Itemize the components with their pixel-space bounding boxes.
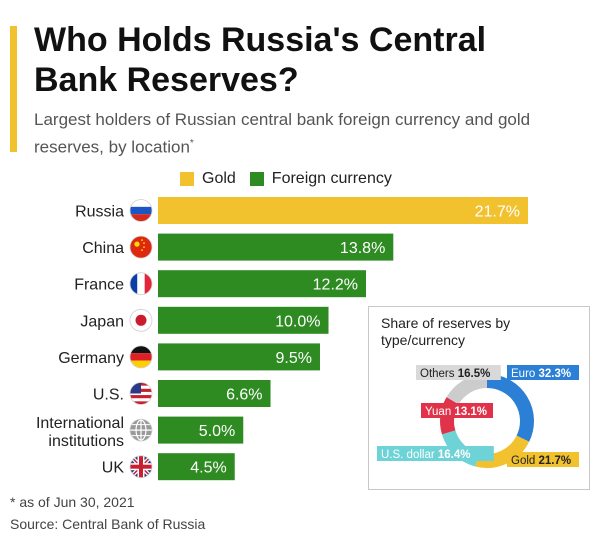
bar-u-s-: [158, 380, 271, 407]
category-label: France: [74, 277, 124, 294]
japan-flag-icon: [129, 308, 153, 332]
category-label: institutions: [48, 433, 124, 450]
bar-germany: [158, 343, 320, 371]
legend-swatch-gold: [180, 172, 194, 186]
donut-label-others: Others 16.5%: [420, 368, 490, 380]
donut-label-u-s-dollar: U.S. dollar 16.4%: [381, 449, 471, 461]
chart-subtitle: Largest holders of Russian central bank …: [34, 108, 574, 160]
legend-label-gold: Gold: [202, 170, 236, 187]
bar-russia: [158, 197, 528, 224]
footnote: * as of Jun 30, 2021: [10, 494, 135, 510]
chart-title: Who Holds Russia's Central Bank Reserves…: [34, 21, 487, 99]
category-label: U.S.: [93, 387, 124, 404]
bar-value-label: 21.7%: [475, 204, 520, 221]
bar-france: [158, 270, 367, 298]
legend-label-foreign-currency: Foreign currency: [271, 170, 392, 187]
bar-chart: 21.7% Russia 13.8% China 12.2% France 10.0% Jap…: [36, 197, 528, 481]
donut-label-yuan: Yuan 13.1%: [425, 406, 487, 418]
uk-flag-icon: [129, 455, 153, 479]
category-label: Germany: [58, 350, 124, 367]
bar-international-institutions: [158, 416, 244, 444]
donut-slice-others: [446, 374, 488, 405]
us-flag-icon: [129, 382, 153, 405]
legend-swatch-foreign-currency: [249, 172, 264, 186]
bar-value-label: 12.2%: [313, 277, 358, 294]
category-label: China: [82, 240, 124, 257]
donut-chart: Euro 32.3% Gold 21.7% U.S. dollar 16.4% Yua…: [377, 365, 579, 468]
subtitle-footnote-mark: *: [189, 138, 194, 149]
bar-value-label: 5.0%: [199, 423, 235, 440]
category-label: Japan: [80, 313, 124, 330]
donut-label-background: [377, 446, 494, 461]
source-note: Source: Central Bank of Russia: [10, 516, 206, 532]
inset-title: Share of reserves by type/currency: [381, 315, 511, 348]
bar-japan: [158, 306, 329, 334]
donut-label-background: [421, 403, 493, 418]
chart-legend: Gold Foreign currency: [180, 170, 406, 188]
reserves-share-inset: Share of reserves by type/currency Euro …: [368, 306, 590, 490]
subtitle-text: Largest holders of Russian central bank …: [34, 110, 531, 157]
bar-value-label: 9.5%: [276, 350, 312, 367]
donut-label-background: [507, 365, 579, 380]
legend-item-foreign-currency: Foreign currency: [249, 170, 392, 188]
germany-flag-icon: [129, 345, 153, 369]
bar-value-label: 6.6%: [226, 387, 262, 404]
france-flag-icon: [129, 272, 153, 296]
legend-item-gold: Gold: [180, 170, 236, 188]
donut-label-euro: Euro 32.3%: [511, 368, 571, 380]
title-accent-bar: [10, 26, 17, 152]
bar-uk: [158, 453, 235, 481]
bar-value-label: 10.0%: [275, 313, 320, 330]
bar-value-label: 4.5%: [190, 460, 226, 477]
donut-label-background: [416, 365, 501, 380]
donut-label-gold: Gold 21.7%: [511, 455, 571, 467]
china-flag-icon: [129, 235, 153, 259]
category-label: Russia: [75, 204, 124, 221]
bar-china: [158, 233, 394, 261]
russia-flag-icon: [129, 199, 153, 222]
globe-icon: [129, 418, 153, 442]
donut-slice-euro: [486, 374, 534, 442]
bar-value-label: 13.8%: [340, 240, 385, 257]
donut-label-background: [507, 452, 579, 467]
category-label: International: [36, 415, 124, 432]
category-label: UK: [102, 460, 125, 477]
